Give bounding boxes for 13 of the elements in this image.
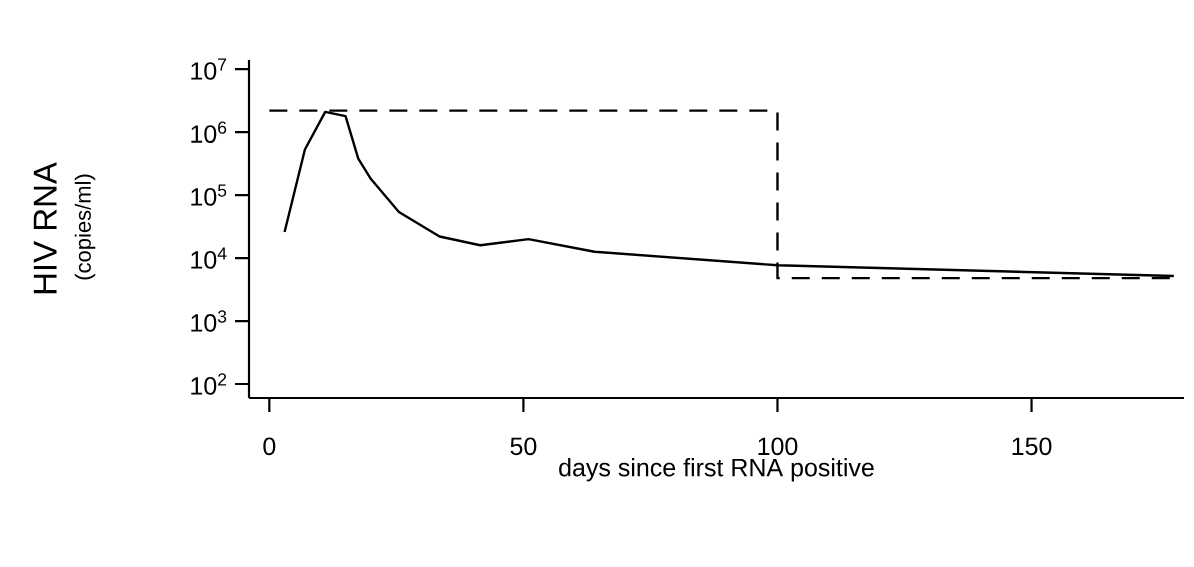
y-tick-label: 10$^{6}$ <box>191 121 227 143</box>
y-tick-label: 10$^{2}$ <box>191 373 227 395</box>
y-tick-label: 10$^{3}$ <box>191 310 227 332</box>
x-axis-title: days since first RNA positive <box>559 458 874 482</box>
y-tick-label: 10$^{4}$ <box>191 247 227 269</box>
x-tick-label: 100 <box>758 437 798 456</box>
text: (copies/ml) <box>74 174 96 280</box>
x-tick-label: 0 <box>263 437 276 456</box>
y-tick-label: 10$^{7}$ <box>191 58 227 80</box>
y-axis-title: HIV RNA <box>33 162 57 294</box>
x-tick-label: 50 <box>510 437 537 456</box>
x-tick-label: 150 <box>1012 437 1052 456</box>
y-tick-label: 10$^{5}$ <box>191 184 227 206</box>
